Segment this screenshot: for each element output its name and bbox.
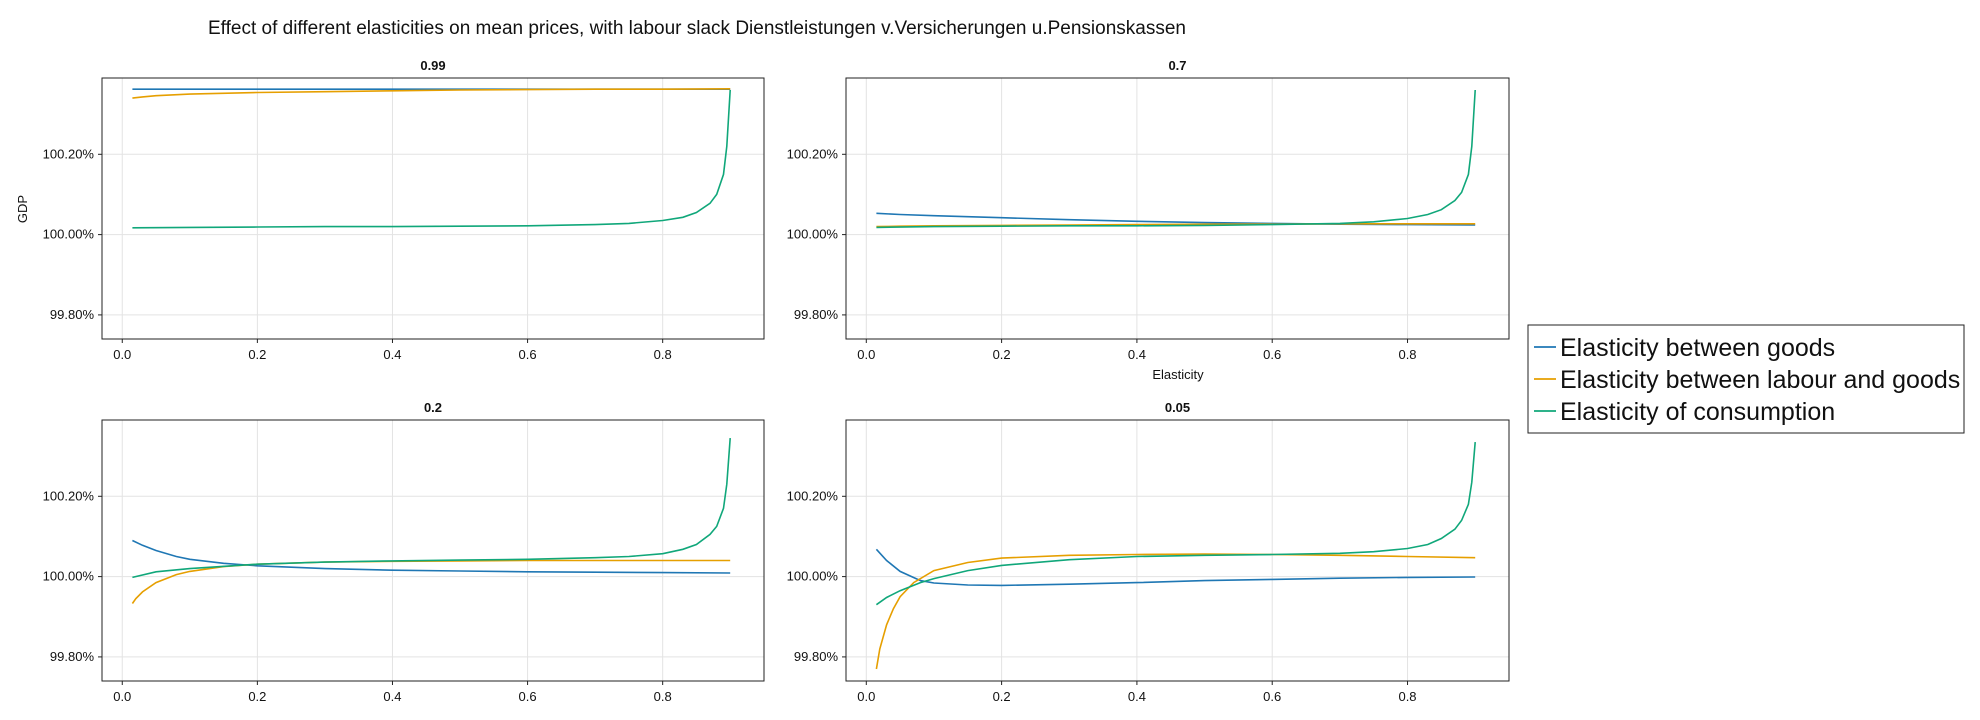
y-tick-label: 100.20% — [787, 488, 839, 503]
y-tick-label: 100.00% — [43, 227, 95, 242]
plot-frame — [845, 77, 1510, 340]
x-tick-label: 0.4 — [383, 347, 401, 362]
panel-3: 0.0 0.2 0.4 0.6 0.8 99.80% 100.00% 100.20% 0.05 — [787, 400, 1510, 704]
x-tick-label: 0.2 — [993, 347, 1011, 362]
x-tick-label: 0.8 — [1398, 347, 1416, 362]
y-tick-label: 100.00% — [787, 569, 839, 584]
figure-title: Effect of different elasticities on mean… — [208, 18, 1186, 39]
y-tick-label: 99.80% — [794, 307, 839, 322]
x-tick-label: 0.0 — [857, 347, 875, 362]
x-tick-label: 0.4 — [1128, 347, 1146, 362]
x-tick-label: 0.8 — [654, 347, 672, 362]
x-tick-label: 0.6 — [519, 347, 537, 362]
y-tick-label: 100.20% — [43, 488, 95, 503]
legend-box — [1527, 324, 1965, 434]
y-tick-label: 99.80% — [50, 307, 95, 322]
legend-entry: Elasticity between labour and goods — [1560, 366, 1960, 394]
x-tick-label: 0.0 — [113, 347, 131, 362]
legend-entry: Elasticity of consumption — [1560, 398, 1835, 426]
series-line-2 — [132, 89, 731, 229]
x-tick-label: 0.4 — [1128, 689, 1146, 704]
y-tick-label: 100.00% — [43, 569, 95, 584]
y-tick-label: 99.80% — [50, 649, 95, 664]
y-tick-label: 99.80% — [794, 649, 839, 664]
panel-title: 0.2 — [424, 400, 442, 415]
y-tick-label: 100.00% — [787, 227, 839, 242]
series-line-1 — [875, 553, 1476, 670]
plot-frame — [845, 419, 1510, 682]
plot-frame — [101, 77, 765, 340]
x-tick-label: 0.8 — [654, 689, 672, 704]
panel-title: 0.99 — [420, 58, 445, 73]
panel-0: 0.0 0.2 0.4 0.6 0.8 99.80% 100.00% 100.20% 0.99 — [43, 58, 765, 362]
panel-title: 0.7 — [1168, 58, 1186, 73]
x-tick-label: 0.0 — [857, 689, 875, 704]
y-tick-label: 100.20% — [43, 146, 95, 161]
x-tick-label: 0.2 — [993, 689, 1011, 704]
x-axis-label: Elasticity — [1152, 367, 1204, 382]
panel-1: 0.0 0.2 0.4 0.6 0.8 99.80% 100.00% 100.20% 0.7 — [787, 58, 1510, 362]
panel-2: 0.0 0.2 0.4 0.6 0.8 99.80% 100.00% 100.20% 0.2 — [43, 400, 765, 704]
x-tick-label: 0.6 — [1263, 689, 1281, 704]
x-tick-label: 0.6 — [1263, 347, 1281, 362]
panels: 0.0 0.2 0.4 0.6 0.899.80%100.00%100.20%0.990… — [43, 58, 1510, 704]
panel-title: 0.05 — [1165, 400, 1190, 415]
x-tick-label: 0.8 — [1398, 689, 1416, 704]
x-tick-label: 0.2 — [248, 689, 266, 704]
series-line-2 — [132, 438, 731, 579]
series-line-1 — [876, 223, 1476, 228]
series-line-0 — [875, 548, 1476, 587]
legend-entry: Elasticity between goods — [1560, 334, 1835, 362]
plot-frame — [101, 419, 765, 682]
series-line-1 — [132, 88, 731, 99]
series-line-2 — [876, 89, 1476, 229]
x-tick-label: 0.2 — [248, 347, 266, 362]
x-tick-label: 0.4 — [383, 689, 401, 704]
legend: Elasticity between goods Elasticity betwe… — [1527, 324, 1965, 434]
x-tick-label: 0.6 — [519, 689, 537, 704]
series-line-0 — [132, 539, 731, 574]
series-line-2 — [875, 442, 1476, 606]
x-tick-label: 0.0 — [113, 689, 131, 704]
y-tick-label: 100.20% — [787, 146, 839, 161]
y-axis-label: GDP — [15, 195, 30, 223]
